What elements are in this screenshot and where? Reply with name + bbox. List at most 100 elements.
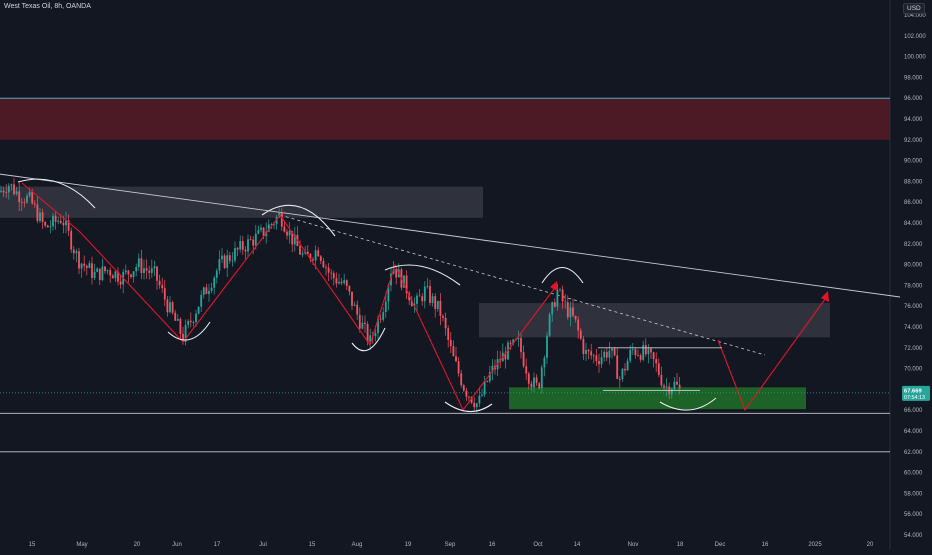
candle-body[interactable]	[616, 355, 619, 379]
candle-body[interactable]	[179, 318, 182, 334]
candle-body[interactable]	[512, 339, 515, 344]
candle-body[interactable]	[356, 304, 359, 315]
projected-path[interactable]	[717, 294, 829, 412]
candle-body[interactable]	[657, 363, 660, 375]
candle-body[interactable]	[629, 349, 632, 361]
candle-body[interactable]	[577, 319, 580, 331]
candle-body[interactable]	[345, 280, 348, 286]
candle-body[interactable]	[590, 351, 593, 356]
candle-body[interactable]	[257, 229, 260, 234]
candle-body[interactable]	[304, 251, 307, 254]
candle-body[interactable]	[234, 248, 236, 261]
candle-body[interactable]	[54, 215, 57, 222]
candle-body[interactable]	[553, 302, 556, 307]
candle-body[interactable]	[379, 318, 382, 320]
candle-body[interactable]	[527, 373, 530, 384]
candle-body[interactable]	[65, 220, 67, 226]
candle-body[interactable]	[410, 300, 413, 307]
candle-body[interactable]	[338, 281, 340, 284]
swing-arc-annotation[interactable]	[17, 178, 96, 209]
swing-arc-annotation[interactable]	[167, 321, 211, 341]
candle-body[interactable]	[163, 288, 166, 300]
candle-body[interactable]	[457, 361, 460, 374]
candle-body[interactable]	[348, 285, 351, 292]
candle-body[interactable]	[174, 312, 177, 321]
candle-body[interactable]	[59, 220, 62, 223]
candle-body[interactable]	[291, 230, 294, 245]
candle-body[interactable]	[387, 285, 390, 302]
candle-body[interactable]	[7, 185, 10, 193]
candle-body[interactable]	[650, 348, 652, 353]
candle-body[interactable]	[111, 275, 114, 279]
candle-body[interactable]	[483, 381, 486, 395]
candle-body[interactable]	[67, 220, 70, 231]
candle-body[interactable]	[62, 222, 65, 226]
candle-body[interactable]	[301, 253, 304, 255]
candle-body[interactable]	[551, 302, 554, 315]
candle-body[interactable]	[468, 396, 470, 398]
candle-body[interactable]	[462, 385, 465, 391]
candle-body[interactable]	[10, 184, 13, 186]
swing-arc-annotation[interactable]	[659, 397, 717, 411]
candle-body[interactable]	[226, 255, 229, 268]
candle-body[interactable]	[101, 266, 104, 281]
candle-body[interactable]	[377, 318, 379, 333]
candle-body[interactable]	[431, 296, 434, 303]
candle-body[interactable]	[678, 384, 681, 389]
candle-body[interactable]	[249, 239, 252, 241]
candle-body[interactable]	[270, 224, 273, 226]
candle-body[interactable]	[192, 322, 195, 323]
candle-body[interactable]	[176, 318, 179, 321]
candle-body[interactable]	[93, 271, 96, 278]
candle-body[interactable]	[631, 349, 634, 351]
candle-body[interactable]	[626, 360, 629, 371]
candle-body[interactable]	[486, 381, 489, 382]
candle-body[interactable]	[23, 202, 26, 203]
candle-body[interactable]	[592, 355, 595, 357]
candle-body[interactable]	[312, 259, 314, 261]
candle-body[interactable]	[85, 265, 88, 268]
candle-body[interactable]	[215, 270, 218, 278]
candle-body[interactable]	[241, 241, 244, 250]
candle-body[interactable]	[546, 335, 548, 358]
candle-body[interactable]	[169, 302, 171, 313]
candle-body[interactable]	[187, 320, 190, 326]
candle-body[interactable]	[114, 271, 117, 279]
candle-body[interactable]	[605, 351, 608, 358]
candle-body[interactable]	[119, 281, 122, 285]
candle-body[interactable]	[618, 378, 621, 380]
candle-body[interactable]	[202, 287, 205, 295]
swing-arc-annotation[interactable]	[444, 401, 493, 413]
candle-body[interactable]	[540, 367, 543, 389]
candle-body[interactable]	[78, 251, 80, 269]
candle-body[interactable]	[405, 275, 408, 294]
candle-body[interactable]	[642, 344, 645, 360]
candle-body[interactable]	[611, 348, 613, 351]
candle-body[interactable]	[104, 266, 106, 272]
candle-body[interactable]	[221, 255, 223, 260]
candle-body[interactable]	[364, 322, 366, 325]
candle-body[interactable]	[332, 272, 335, 279]
candle-body[interactable]	[117, 271, 119, 282]
candle-body[interactable]	[195, 313, 197, 323]
candle-body[interactable]	[31, 191, 34, 204]
candle-body[interactable]	[676, 381, 678, 385]
candle-body[interactable]	[421, 296, 424, 302]
candle-body[interactable]	[286, 231, 288, 236]
candle-body[interactable]	[582, 338, 585, 354]
candle-body[interactable]	[660, 374, 663, 386]
candle-body[interactable]	[353, 304, 356, 306]
candle-body[interactable]	[624, 368, 626, 371]
candle-body[interactable]	[517, 338, 520, 340]
currency-button[interactable]: USD	[903, 3, 925, 14]
candle-body[interactable]	[273, 224, 275, 225]
candle-body[interactable]	[262, 227, 265, 237]
candle-body[interactable]	[247, 239, 249, 252]
candle-body[interactable]	[663, 385, 665, 388]
candle-body[interactable]	[39, 212, 41, 221]
candle-body[interactable]	[5, 192, 8, 194]
candle-body[interactable]	[475, 403, 478, 408]
candle-body[interactable]	[408, 293, 411, 301]
candle-body[interactable]	[647, 348, 650, 355]
